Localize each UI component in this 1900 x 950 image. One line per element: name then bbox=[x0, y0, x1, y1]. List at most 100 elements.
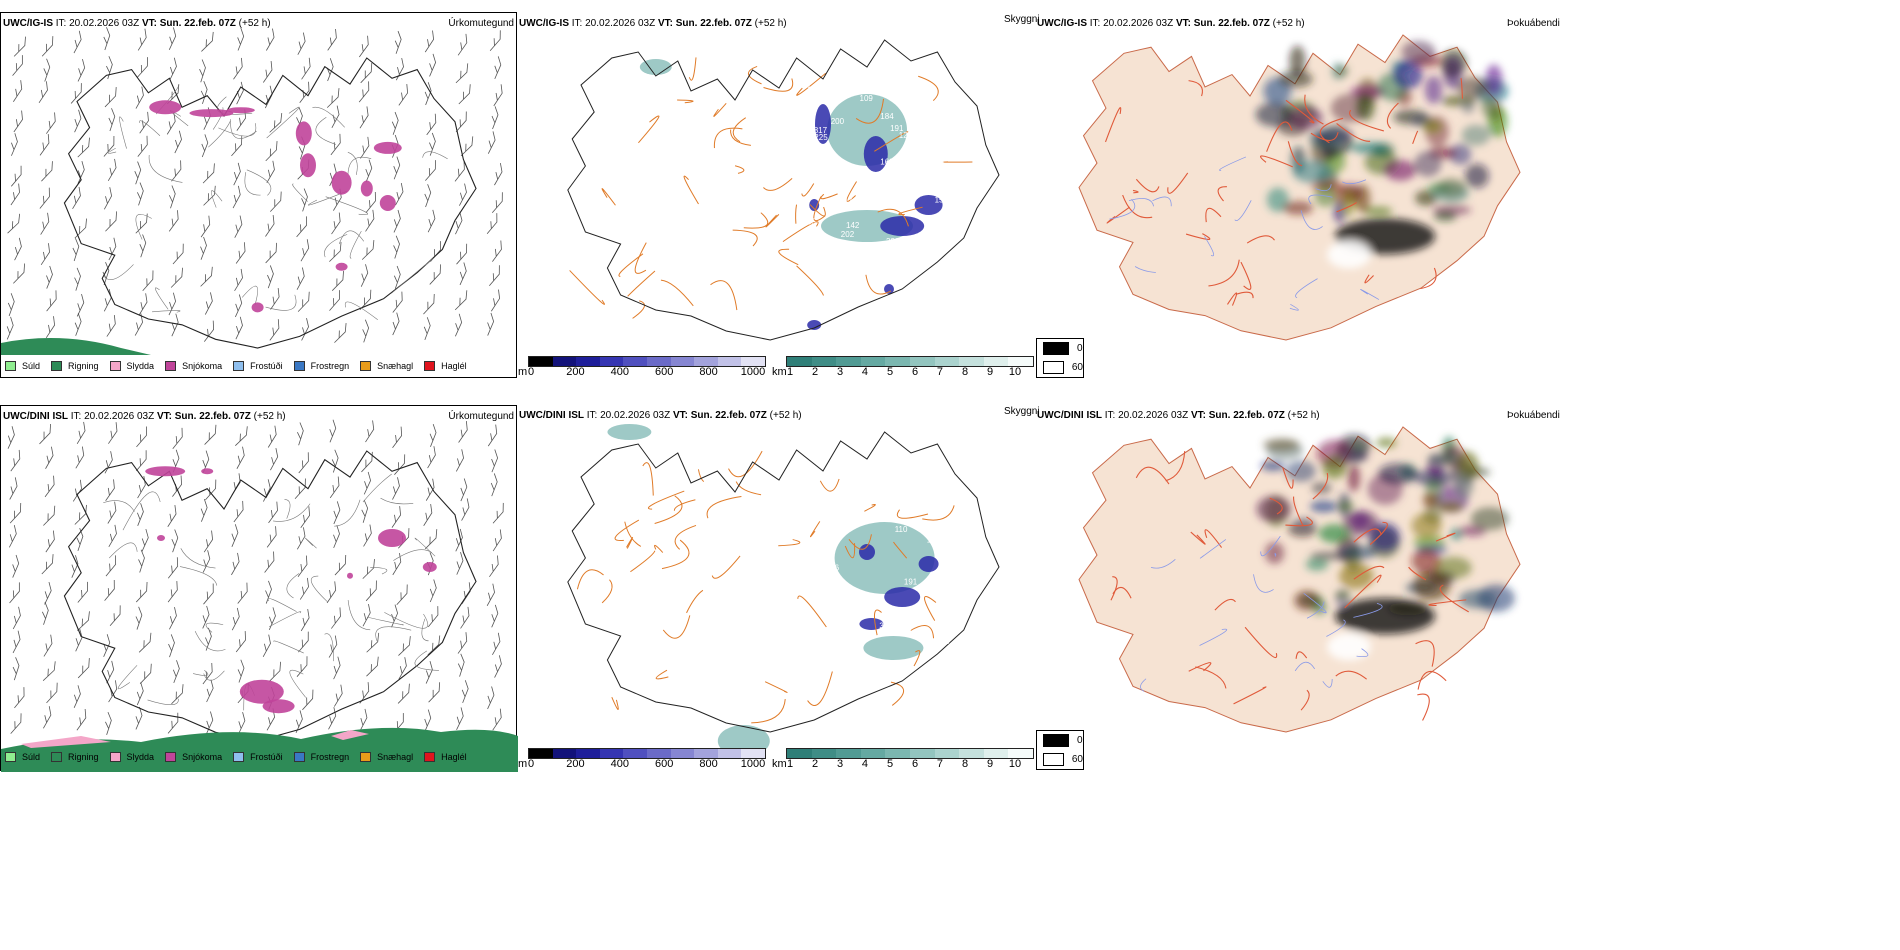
vt-label: VT: bbox=[156, 411, 172, 422]
colorbar-step bbox=[717, 357, 742, 366]
wind-barb bbox=[270, 287, 280, 310]
wind-barb bbox=[494, 163, 503, 186]
road bbox=[735, 481, 762, 496]
wind-barb bbox=[43, 505, 56, 526]
wind-barb bbox=[171, 313, 179, 337]
road bbox=[1353, 528, 1382, 543]
wind-barb bbox=[294, 478, 306, 500]
fog-legend-value: 60 bbox=[1071, 362, 1083, 373]
wind-barb bbox=[298, 631, 309, 653]
wind-barb bbox=[45, 530, 55, 553]
road bbox=[732, 229, 758, 247]
wind-barb bbox=[363, 524, 372, 547]
ceiling-value-label: 180 bbox=[941, 481, 955, 490]
fog-cell bbox=[1436, 178, 1466, 197]
wind-barb bbox=[492, 529, 502, 552]
colorbar-step bbox=[694, 749, 718, 758]
legend-swatch bbox=[51, 361, 63, 371]
road bbox=[873, 609, 882, 636]
road bbox=[203, 670, 225, 681]
wind-barb bbox=[492, 240, 502, 262]
wind-barb bbox=[329, 476, 340, 499]
wind-barb bbox=[8, 525, 17, 548]
legend-swatch bbox=[233, 752, 245, 762]
road bbox=[1336, 202, 1357, 213]
road bbox=[1300, 689, 1310, 711]
colorbar-tick: 8 bbox=[961, 366, 969, 378]
wind-barb bbox=[326, 88, 340, 108]
low-visibility-area bbox=[834, 522, 935, 594]
ceiling-value-label: 133 bbox=[957, 604, 971, 613]
river bbox=[1342, 179, 1367, 185]
fog-cell bbox=[1433, 210, 1457, 222]
fog-cell bbox=[1293, 517, 1315, 529]
wind-barb bbox=[42, 661, 56, 681]
road bbox=[265, 294, 297, 311]
wind-barb bbox=[74, 267, 81, 291]
river bbox=[1234, 200, 1252, 221]
wind-barb bbox=[296, 216, 307, 238]
wind-barb bbox=[425, 478, 435, 501]
legend-label: Slydda bbox=[126, 361, 155, 371]
wind-barb bbox=[108, 237, 117, 261]
legend-item: Frostúði bbox=[233, 752, 283, 762]
wind-barb bbox=[493, 84, 503, 107]
road bbox=[1417, 693, 1430, 721]
wind-barb bbox=[363, 471, 371, 495]
fog-cell bbox=[1263, 438, 1300, 451]
legend-swatch bbox=[109, 361, 121, 371]
wind-barb bbox=[202, 163, 215, 184]
fog-legend-row: 60 bbox=[1037, 358, 1083, 377]
wind-barb bbox=[12, 606, 21, 630]
low-ceiling-area bbox=[884, 284, 894, 294]
road bbox=[661, 539, 690, 570]
wind-barb bbox=[264, 85, 273, 109]
colorbar-tick: 4 bbox=[861, 366, 869, 378]
wind-barb bbox=[77, 160, 85, 184]
road bbox=[139, 120, 161, 136]
fog-cell bbox=[1321, 149, 1336, 159]
coastline bbox=[63, 57, 477, 349]
road bbox=[706, 495, 742, 519]
fog-legend: 0 60 bbox=[1036, 730, 1084, 770]
river bbox=[1303, 592, 1327, 614]
wind-barb bbox=[295, 710, 303, 734]
river bbox=[1140, 678, 1147, 692]
wind-barb bbox=[327, 28, 337, 51]
snow-area bbox=[373, 141, 402, 154]
wind-barb bbox=[138, 632, 152, 653]
ceiling-value-label: 400 bbox=[963, 519, 977, 528]
road bbox=[1195, 666, 1227, 689]
wind-barb bbox=[424, 184, 432, 208]
colorbar-tick: 8 bbox=[961, 758, 969, 770]
it-value: 20.02.2026 03Z bbox=[600, 410, 671, 421]
road bbox=[1344, 574, 1382, 609]
ceiling-value-label: 109 bbox=[940, 87, 954, 96]
rain-area bbox=[1, 338, 151, 355]
wind-barb bbox=[75, 628, 83, 652]
fog-legend-value: 60 bbox=[1071, 754, 1083, 765]
wind-barb bbox=[233, 162, 241, 186]
road bbox=[1282, 467, 1294, 489]
fog-cell bbox=[1327, 632, 1371, 661]
legend-swatch bbox=[165, 361, 177, 371]
wind-barb bbox=[492, 632, 501, 656]
wind-barb bbox=[137, 28, 147, 51]
wind-barb bbox=[456, 243, 468, 265]
fog-cell bbox=[1310, 551, 1350, 561]
ceiling-value-label: 35 bbox=[807, 217, 816, 226]
wind-barb bbox=[202, 550, 211, 573]
fog-cell bbox=[1485, 64, 1503, 96]
colorbar-tick: 600 bbox=[655, 758, 674, 770]
wind-barb bbox=[395, 182, 404, 206]
wind-barb bbox=[199, 59, 206, 83]
snow-area bbox=[295, 121, 312, 146]
colorbar-step bbox=[811, 357, 837, 366]
wind-barb bbox=[494, 655, 502, 678]
precip-type-map-igis: UWC/IG-IS IT: 20.02.2026 03Z VT: Sun. 22… bbox=[0, 12, 517, 378]
river bbox=[1128, 198, 1155, 207]
ceiling-value-label: 200 bbox=[831, 117, 845, 126]
road bbox=[655, 669, 669, 680]
fog-cell bbox=[1414, 151, 1442, 177]
colorbar-tick: 10 bbox=[1008, 366, 1022, 378]
